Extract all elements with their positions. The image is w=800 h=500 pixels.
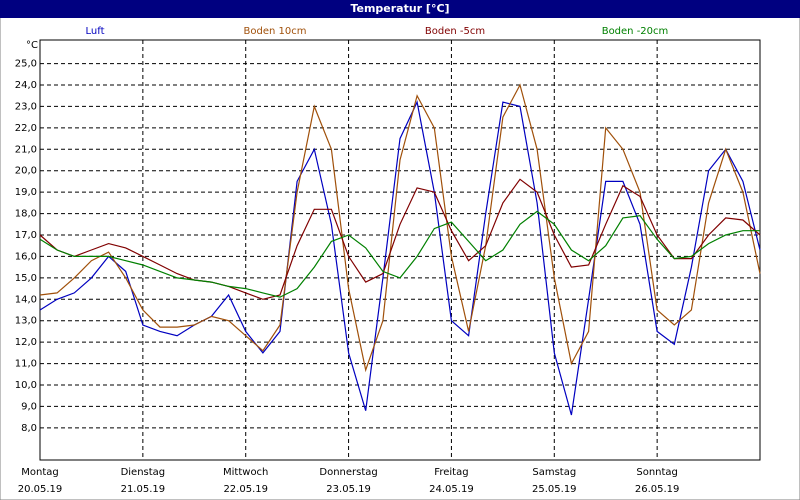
y-tick-label: 18,0 [15, 209, 37, 220]
y-tick-label: 14,0 [15, 294, 37, 305]
x-tick-label: Sonntag [636, 467, 678, 478]
series-line [39, 178, 761, 300]
y-tick-label: 20,0 [15, 166, 37, 177]
x-tick-label: Freitag [434, 467, 468, 478]
x-tick-label: Donnerstag [319, 467, 377, 478]
x-tick-date: 26.05.19 [635, 484, 680, 495]
x-tick-date: 25.05.19 [532, 484, 577, 495]
x-tick-label: Montag [21, 467, 58, 478]
y-tick-label: 13,0 [15, 316, 37, 327]
x-tick-label: Mittwoch [223, 467, 268, 478]
y-tick-label: 12,0 [15, 337, 37, 348]
x-tick-date: 24.05.19 [429, 484, 474, 495]
y-tick-label: 16,0 [15, 251, 37, 262]
legend-entry: Boden -5cm [425, 26, 485, 37]
series-line [39, 83, 761, 373]
y-tick-label: 23,0 [15, 101, 37, 112]
y-tick-label: 24,0 [15, 80, 37, 91]
series-line [39, 100, 761, 416]
y-tick-label: 10,0 [15, 380, 37, 391]
title-bar [0, 0, 800, 18]
y-tick-label: 8,0 [21, 423, 37, 434]
y-tick-label: 11,0 [15, 359, 37, 370]
series-line [39, 210, 760, 298]
y-tick-label: 19,0 [15, 187, 37, 198]
chart-title: Temperatur [°C] [350, 2, 449, 15]
x-tick-date: 21.05.19 [121, 484, 166, 495]
legend-entry: Boden -20cm [602, 26, 669, 37]
legend-entry: Luft [86, 26, 105, 37]
x-tick-label: Samstag [532, 467, 576, 478]
x-tick-label: Dienstag [121, 467, 166, 478]
y-tick-label: 9,0 [21, 401, 37, 412]
y-tick-label: 21,0 [15, 144, 37, 155]
y-tick-label: 25,0 [15, 59, 37, 70]
x-tick-date: 20.05.19 [18, 484, 63, 495]
y-tick-label: 17,0 [15, 230, 37, 241]
y-tick-label: 15,0 [15, 273, 37, 284]
x-tick-date: 23.05.19 [326, 484, 371, 495]
y-tick-label: 22,0 [15, 123, 37, 134]
legend-entry: Boden 10cm [244, 26, 307, 37]
y-unit: °C [26, 40, 38, 51]
x-tick-date: 22.05.19 [223, 484, 268, 495]
